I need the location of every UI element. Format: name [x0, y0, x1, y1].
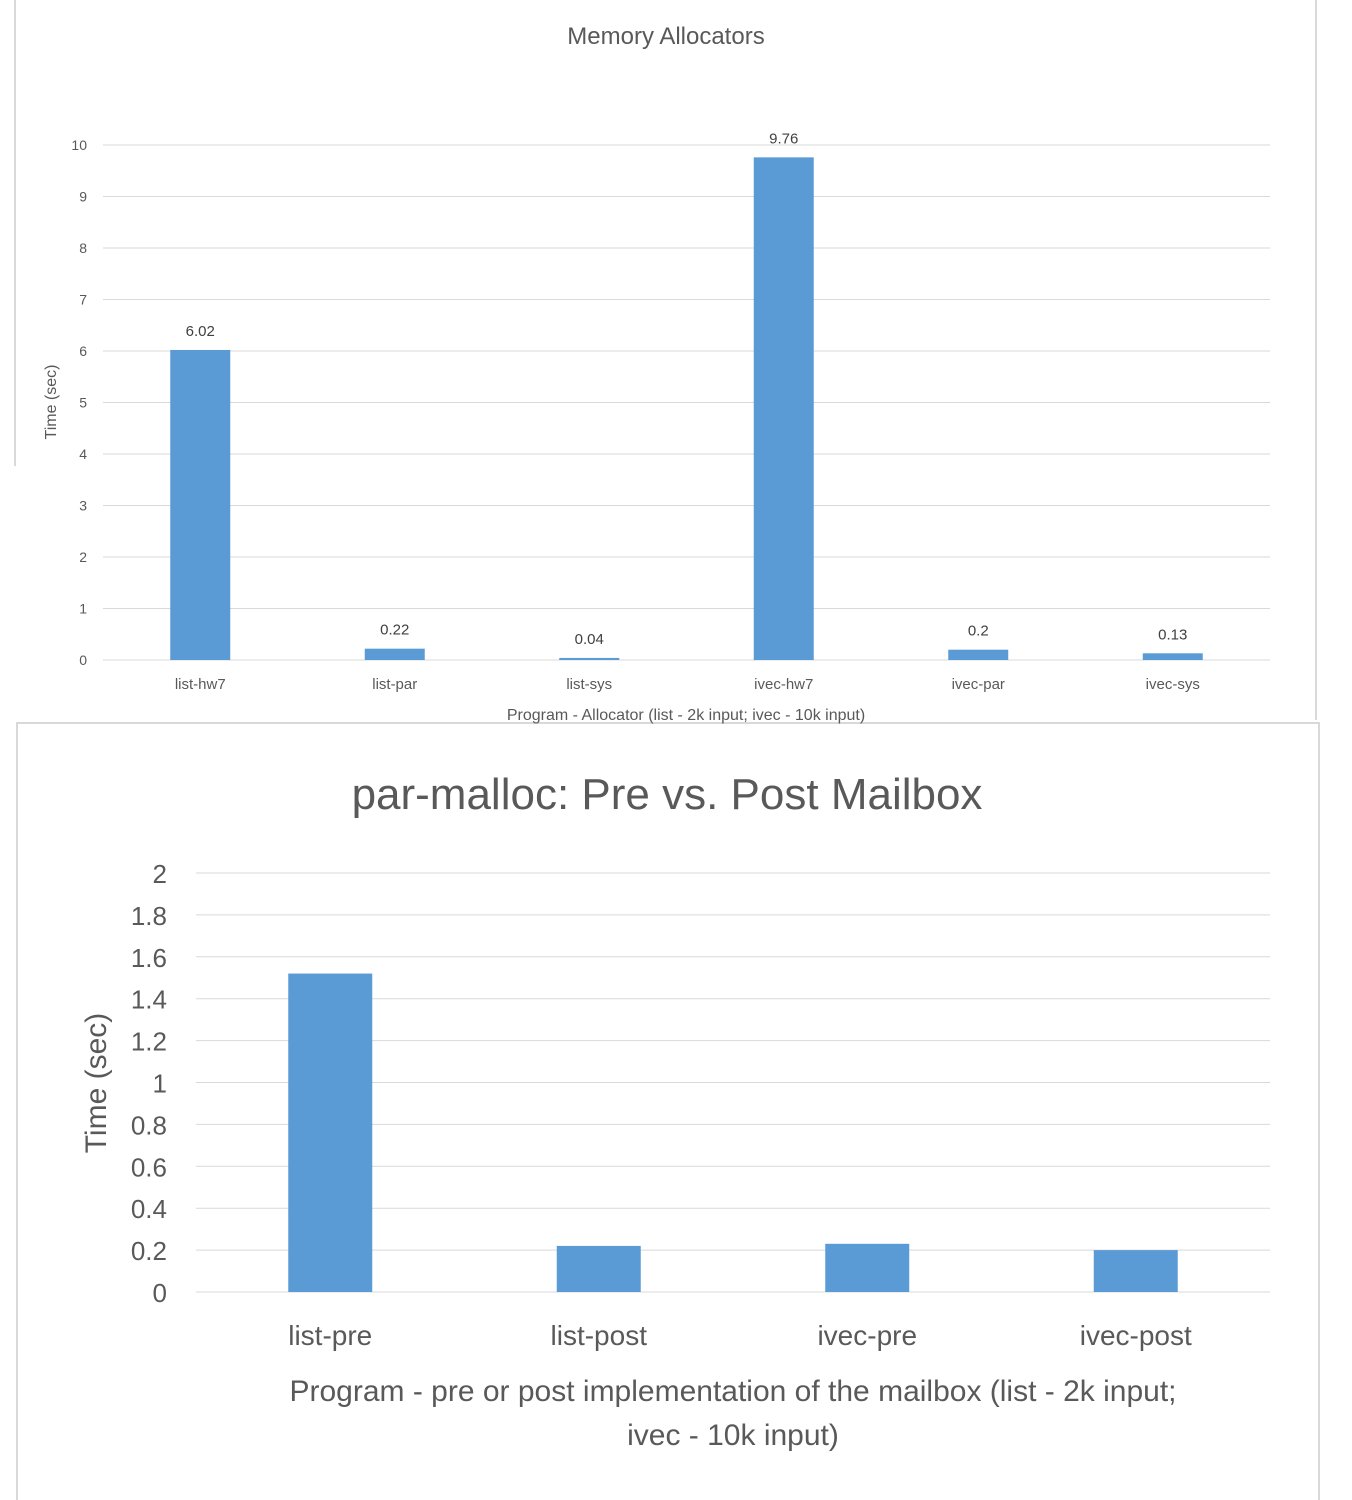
chart2-y-tick-label: 0.2: [131, 1236, 167, 1266]
chart2-category-label: list-pre: [288, 1320, 372, 1351]
chart2-y-axis-label: Time (sec): [80, 1013, 113, 1154]
chart1-title: Memory Allocators: [567, 23, 764, 50]
chart1-bar-ivec-par: [948, 649, 1009, 660]
chart1-bar-ivec-hw7: [753, 157, 814, 661]
chart2-y-tick-label: 0.6: [131, 1152, 167, 1182]
chart1-y-tick-label: 4: [79, 446, 87, 462]
chart1-y-tick-label: 10: [71, 137, 87, 153]
chart1-y-tick-label: 8: [79, 240, 87, 256]
chart2-y-tick-label: 0.8: [131, 1110, 167, 1140]
memory-allocators-chart: Memory Allocators 0 1 2 3 4 5 6 7 8 9 10 6.02 0.22 0…: [43, 23, 1270, 724]
chart1-data-label: 9.76: [769, 130, 798, 147]
chart2-category-label: list-post: [551, 1320, 648, 1351]
chart1-category-label: ivec-sys: [1146, 676, 1200, 693]
chart1-bar-list-hw7: [170, 349, 231, 660]
chart2-y-tick-label: 0: [153, 1278, 167, 1308]
chart2-y-tick-label: 1.2: [131, 1027, 167, 1057]
chart1-category-label: list-par: [372, 676, 417, 693]
chart1-data-label: 0.2: [968, 623, 989, 640]
chart2-y-tick-label: 0.4: [131, 1194, 167, 1224]
chart1-bar-list-sys: [559, 657, 620, 660]
par-malloc-chart: par-malloc: Pre vs. Post Mailbox 0 0.2 0.4…: [80, 770, 1270, 1452]
chart1-category-label: list-sys: [566, 676, 612, 693]
chart1-data-label: 0.22: [380, 622, 409, 639]
chart1-y-tick-label: 5: [79, 395, 87, 411]
chart2-bar-list-post: [556, 1245, 641, 1292]
chart1-data-label: 0.13: [1158, 626, 1187, 643]
chart1-y-tick-label: 1: [79, 601, 87, 617]
chart1-y-axis-label: Time (sec): [43, 365, 60, 440]
chart1-bar-ivec-sys: [1142, 653, 1203, 660]
chart1-y-tick-label: 3: [79, 498, 87, 514]
chart2-title: par-malloc: Pre vs. Post Mailbox: [352, 770, 983, 819]
chart1-y-tick-label: 9: [79, 189, 87, 205]
chart2-category-label: ivec-pre: [817, 1320, 917, 1351]
chart1-y-tick-label: 7: [79, 292, 87, 308]
chart2-y-tick-label: 2: [153, 859, 167, 889]
chart2-y-tick-label: 1.6: [131, 943, 167, 973]
chart2-bar-ivec-pre: [825, 1243, 910, 1292]
chart1-category-label: list-hw7: [175, 676, 226, 693]
chart1-x-axis-label: Program - Allocator (list - 2k input; iv…: [507, 707, 865, 724]
chart2-x-axis-label-line1: Program - pre or post implementation of …: [289, 1375, 1176, 1408]
chart2-y-tick-label: 1.8: [131, 901, 167, 931]
chart2-y-tick-label: 1.4: [131, 985, 167, 1015]
chart1-category-label: ivec-par: [952, 676, 1005, 693]
chart2-bar-list-pre: [288, 973, 373, 1292]
chart1-y-tick-label: 2: [79, 549, 87, 565]
chart2-y-tick-label: 1: [153, 1069, 167, 1099]
chart1-category-label: ivec-hw7: [754, 676, 813, 693]
chart2-category-label: ivec-post: [1080, 1320, 1192, 1351]
chart1-data-label: 6.02: [186, 323, 215, 340]
chart2-bar-ivec-post: [1093, 1250, 1178, 1292]
chart1-data-label: 0.04: [575, 631, 604, 648]
chart1-y-tick-label: 0: [79, 652, 87, 668]
chart2-frame: [16, 722, 1320, 1500]
chart1-y-tick-label: 6: [79, 343, 87, 359]
chart2-x-axis-label-line2: ivec - 10k input): [627, 1419, 839, 1452]
chart1-bar-list-par: [364, 648, 425, 660]
